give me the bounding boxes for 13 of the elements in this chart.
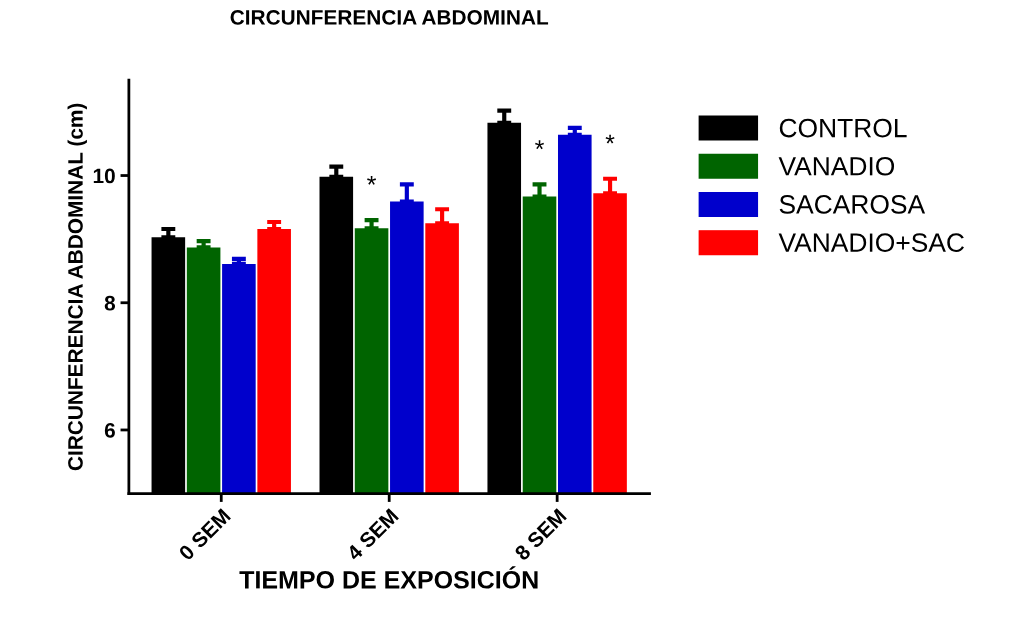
annotation: * — [535, 140, 544, 150]
y-tick-label: 10 — [93, 168, 115, 184]
y-tick-label: 6 — [104, 422, 115, 438]
chart-title: CIRCUNFERENCIA ABDOMINAL — [230, 10, 549, 25]
legend-label: VANADIO+SAC — [778, 233, 964, 252]
legend-label: SACAROSA — [779, 195, 926, 214]
y-axis-title: CIRCUNFERENCIA ABDOMINAL (cm) — [67, 103, 87, 471]
y-tick-label: 8 — [104, 295, 116, 311]
annotation: * — [367, 175, 377, 185]
annotation: * — [605, 134, 615, 144]
x-axis-title: TIEMPO DE EXPOSICIÓN — [239, 566, 538, 589]
legend-label: CONTROL — [779, 118, 907, 138]
legend-label: VANADIO — [778, 156, 895, 176]
